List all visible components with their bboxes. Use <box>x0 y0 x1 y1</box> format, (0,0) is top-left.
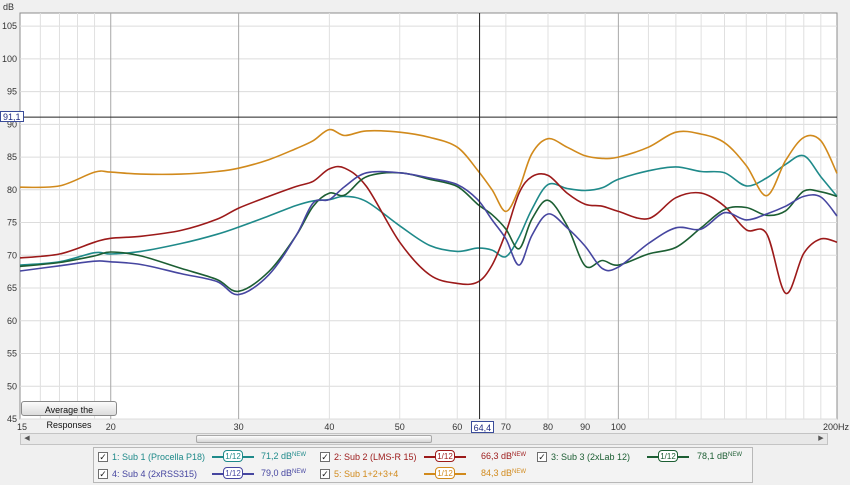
series-line-3 <box>19 171 838 293</box>
series-line-5 <box>19 128 838 213</box>
scroll-left-arrow-icon[interactable]: ◀ <box>24 435 30 442</box>
legend-name: 1: Sub 1 (Procella P18) <box>112 452 206 462</box>
legend-row: ✓ 1: Sub 1 (Procella P18) 1/12 71,2 dBNE… <box>94 448 752 465</box>
y-tick-label: 100 <box>2 54 17 64</box>
cursor-level-readout: 91,1 <box>0 111 24 123</box>
y-tick-label: 80 <box>7 185 17 195</box>
smoothing-selector-5[interactable]: 1/12 <box>424 467 466 481</box>
x-tick-label: 90 <box>580 422 590 432</box>
y-tick-label: 90 <box>7 119 17 129</box>
x-tick-label: 100 <box>611 422 626 432</box>
scroll-thumb[interactable] <box>196 435 432 443</box>
smoothing-label: 1/12 <box>223 450 243 462</box>
checkbox-checked-icon[interactable]: ✓ <box>320 452 330 462</box>
x-tick-label: 70 <box>501 422 511 432</box>
x-tick-label: 15 <box>17 422 27 432</box>
legend-value-1: 71,2 dBNEW <box>261 451 307 461</box>
y-tick-label: 95 <box>7 87 17 97</box>
smoothing-selector-3[interactable]: 1/12 <box>647 450 689 464</box>
legend-name: 2: Sub 2 (LMS-R 15) <box>334 452 417 462</box>
checkbox-checked-icon[interactable]: ✓ <box>98 469 108 479</box>
x-tick-label: 60 <box>452 422 462 432</box>
legend-row: ✓ 4: Sub 4 (2xRSS315) 1/12 79,0 dBNEW ✓ … <box>94 465 752 482</box>
legend-panel: ✓ 1: Sub 1 (Procella P18) 1/12 71,2 dBNE… <box>93 447 753 483</box>
legend-value-2: 66,3 dBNEW <box>481 451 527 461</box>
x-tick-label: 20 <box>106 422 116 432</box>
smoothing-selector-4[interactable]: 1/12 <box>212 467 254 481</box>
x-tick-label: 40 <box>324 422 334 432</box>
x-tick-label: 80 <box>543 422 553 432</box>
x-tick-label: 30 <box>234 422 244 432</box>
x-tick-label: 50 <box>395 422 405 432</box>
legend-name: 5: Sub 1+2+3+4 <box>334 469 399 479</box>
legend-value-5: 84,3 dBNEW <box>481 468 527 478</box>
smoothing-label: 1/12 <box>223 467 243 479</box>
legend-name: 4: Sub 4 (2xRSS315) <box>112 469 198 479</box>
series-line-4 <box>19 170 838 296</box>
series-line-2 <box>19 165 838 295</box>
legend-item-3[interactable]: ✓ 3: Sub 3 (2xLab 12) <box>537 450 630 464</box>
frequency-response-chart[interactable]: 45 50 55 60 65 70 75 80 85 90 95 100 105 dB 15 20 30 40 50… <box>0 0 850 433</box>
y-tick-label: 85 <box>7 152 17 162</box>
y-tick-label: 65 <box>7 283 17 293</box>
horizontal-scrollbar[interactable]: ◀ ▶ <box>20 433 828 445</box>
smoothing-label: 1/12 <box>435 450 455 462</box>
cursor-frequency-readout: 64,4 <box>470 421 495 433</box>
legend-item-2[interactable]: ✓ 2: Sub 2 (LMS-R 15) <box>320 450 417 464</box>
y-tick-label: 75 <box>7 218 17 228</box>
y-tick-label: 60 <box>7 316 17 326</box>
legend-item-4[interactable]: ✓ 4: Sub 4 (2xRSS315) <box>98 467 197 481</box>
legend-item-1[interactable]: ✓ 1: Sub 1 (Procella P18) <box>98 450 205 464</box>
smoothing-label: 1/12 <box>658 450 678 462</box>
y-axis-label: dB <box>3 2 14 12</box>
x-tick-label: 200Hz <box>823 422 850 432</box>
smoothing-selector-2[interactable]: 1/12 <box>424 450 466 464</box>
checkbox-checked-icon[interactable]: ✓ <box>320 469 330 479</box>
smoothing-selector-1[interactable]: 1/12 <box>212 450 254 464</box>
y-tick-label: 105 <box>2 21 17 31</box>
average-responses-button[interactable]: Average the Responses <box>21 401 117 430</box>
smoothing-label: 1/12 <box>435 467 455 479</box>
y-tick-label: 70 <box>7 250 17 260</box>
y-tick-label: 55 <box>7 349 17 359</box>
checkbox-checked-icon[interactable]: ✓ <box>537 452 547 462</box>
checkbox-checked-icon[interactable]: ✓ <box>98 452 108 462</box>
scroll-right-arrow-icon[interactable]: ▶ <box>818 435 824 442</box>
legend-value-4: 79,0 dBNEW <box>261 468 307 478</box>
series-line-1 <box>19 154 838 266</box>
y-tick-label: 45 <box>7 414 17 424</box>
legend-value-3: 78,1 dBNEW <box>697 451 743 461</box>
legend-name: 3: Sub 3 (2xLab 12) <box>551 452 631 462</box>
y-tick-label: 50 <box>7 381 17 391</box>
legend-item-5[interactable]: ✓ 5: Sub 1+2+3+4 <box>320 467 398 481</box>
